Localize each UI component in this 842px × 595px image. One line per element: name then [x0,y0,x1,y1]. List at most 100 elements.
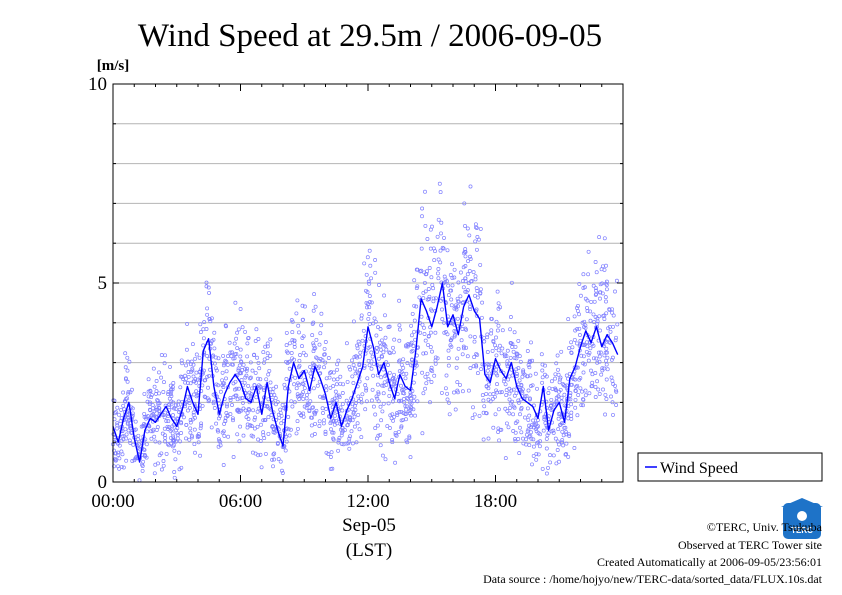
data-point [373,412,378,417]
data-point [310,405,315,410]
data-point [559,421,564,426]
data-point [266,431,271,436]
data-point [187,405,192,410]
data-point [592,320,597,325]
data-point [536,431,541,436]
data-point [157,391,162,396]
data-point [546,391,551,395]
data-point [233,300,238,305]
data-point [554,388,559,393]
data-point [411,398,416,403]
data-point [500,346,505,351]
data-point [421,391,426,396]
data-point [558,375,563,380]
data-point [544,471,549,476]
data-point [407,435,412,440]
data-point [381,367,386,372]
data-point [205,306,210,311]
data-point [505,409,510,413]
data-point [280,403,285,407]
data-point [526,363,531,367]
data-point [549,379,554,384]
data-point [359,316,364,321]
data-point [261,418,266,423]
data-point [284,330,289,335]
data-point [267,368,272,373]
data-point [455,380,460,385]
data-point [161,463,166,468]
data-point [363,407,368,412]
data-point [423,223,428,228]
data-point [339,441,344,446]
data-point [285,350,290,355]
data-point [409,413,414,418]
data-point [221,385,226,390]
data-point [513,344,518,349]
data-point [310,361,315,366]
data-point [521,371,526,376]
data-point [440,245,445,250]
data-point [496,306,501,311]
data-point [136,437,140,442]
data-point [173,428,178,433]
data-point [179,420,183,425]
data-point [366,358,371,363]
data-point [333,418,338,423]
data-point [183,380,188,385]
data-point [184,376,189,381]
data-point [549,397,554,402]
data-point [570,345,575,350]
data-point [556,372,561,377]
data-point [425,237,430,241]
data-point [245,411,250,415]
footer-created: Created Automatically at 2006-09-05/23:5… [597,555,822,569]
data-point [366,345,371,350]
data-point [213,355,218,360]
data-point [508,327,513,332]
data-point [594,270,599,275]
data-point [408,455,413,460]
data-point [439,390,444,395]
data-point [593,315,598,319]
data-point [468,184,473,189]
data-point [124,432,129,437]
data-point [299,413,304,417]
data-point [536,452,541,457]
data-point [507,374,512,379]
data-point [154,407,159,412]
data-point [359,435,364,440]
data-point [569,410,574,415]
data-point [265,404,270,408]
data-point [313,421,318,426]
data-point [508,405,513,410]
data-point [421,351,426,356]
data-point [605,355,610,360]
data-point [486,436,491,441]
data-point [383,374,387,378]
data-point [317,364,322,369]
data-point [430,349,434,354]
data-point [209,316,214,321]
data-point [393,432,398,437]
data-point [170,444,175,449]
data-point [507,391,512,396]
data-point [127,359,132,364]
data-point [409,323,414,328]
data-point [342,428,347,433]
data-point [473,293,477,298]
data-point [242,380,247,385]
data-point [397,369,402,374]
data-point [393,460,398,465]
data-point [407,434,412,439]
data-point [283,448,288,453]
data-point [508,315,513,319]
data-point [503,382,508,387]
data-point [153,439,158,444]
data-point [526,417,531,422]
data-point [140,468,145,473]
data-point [463,254,468,259]
data-point [495,382,499,387]
data-point [504,393,509,398]
data-point [426,377,431,382]
data-point [252,417,257,422]
